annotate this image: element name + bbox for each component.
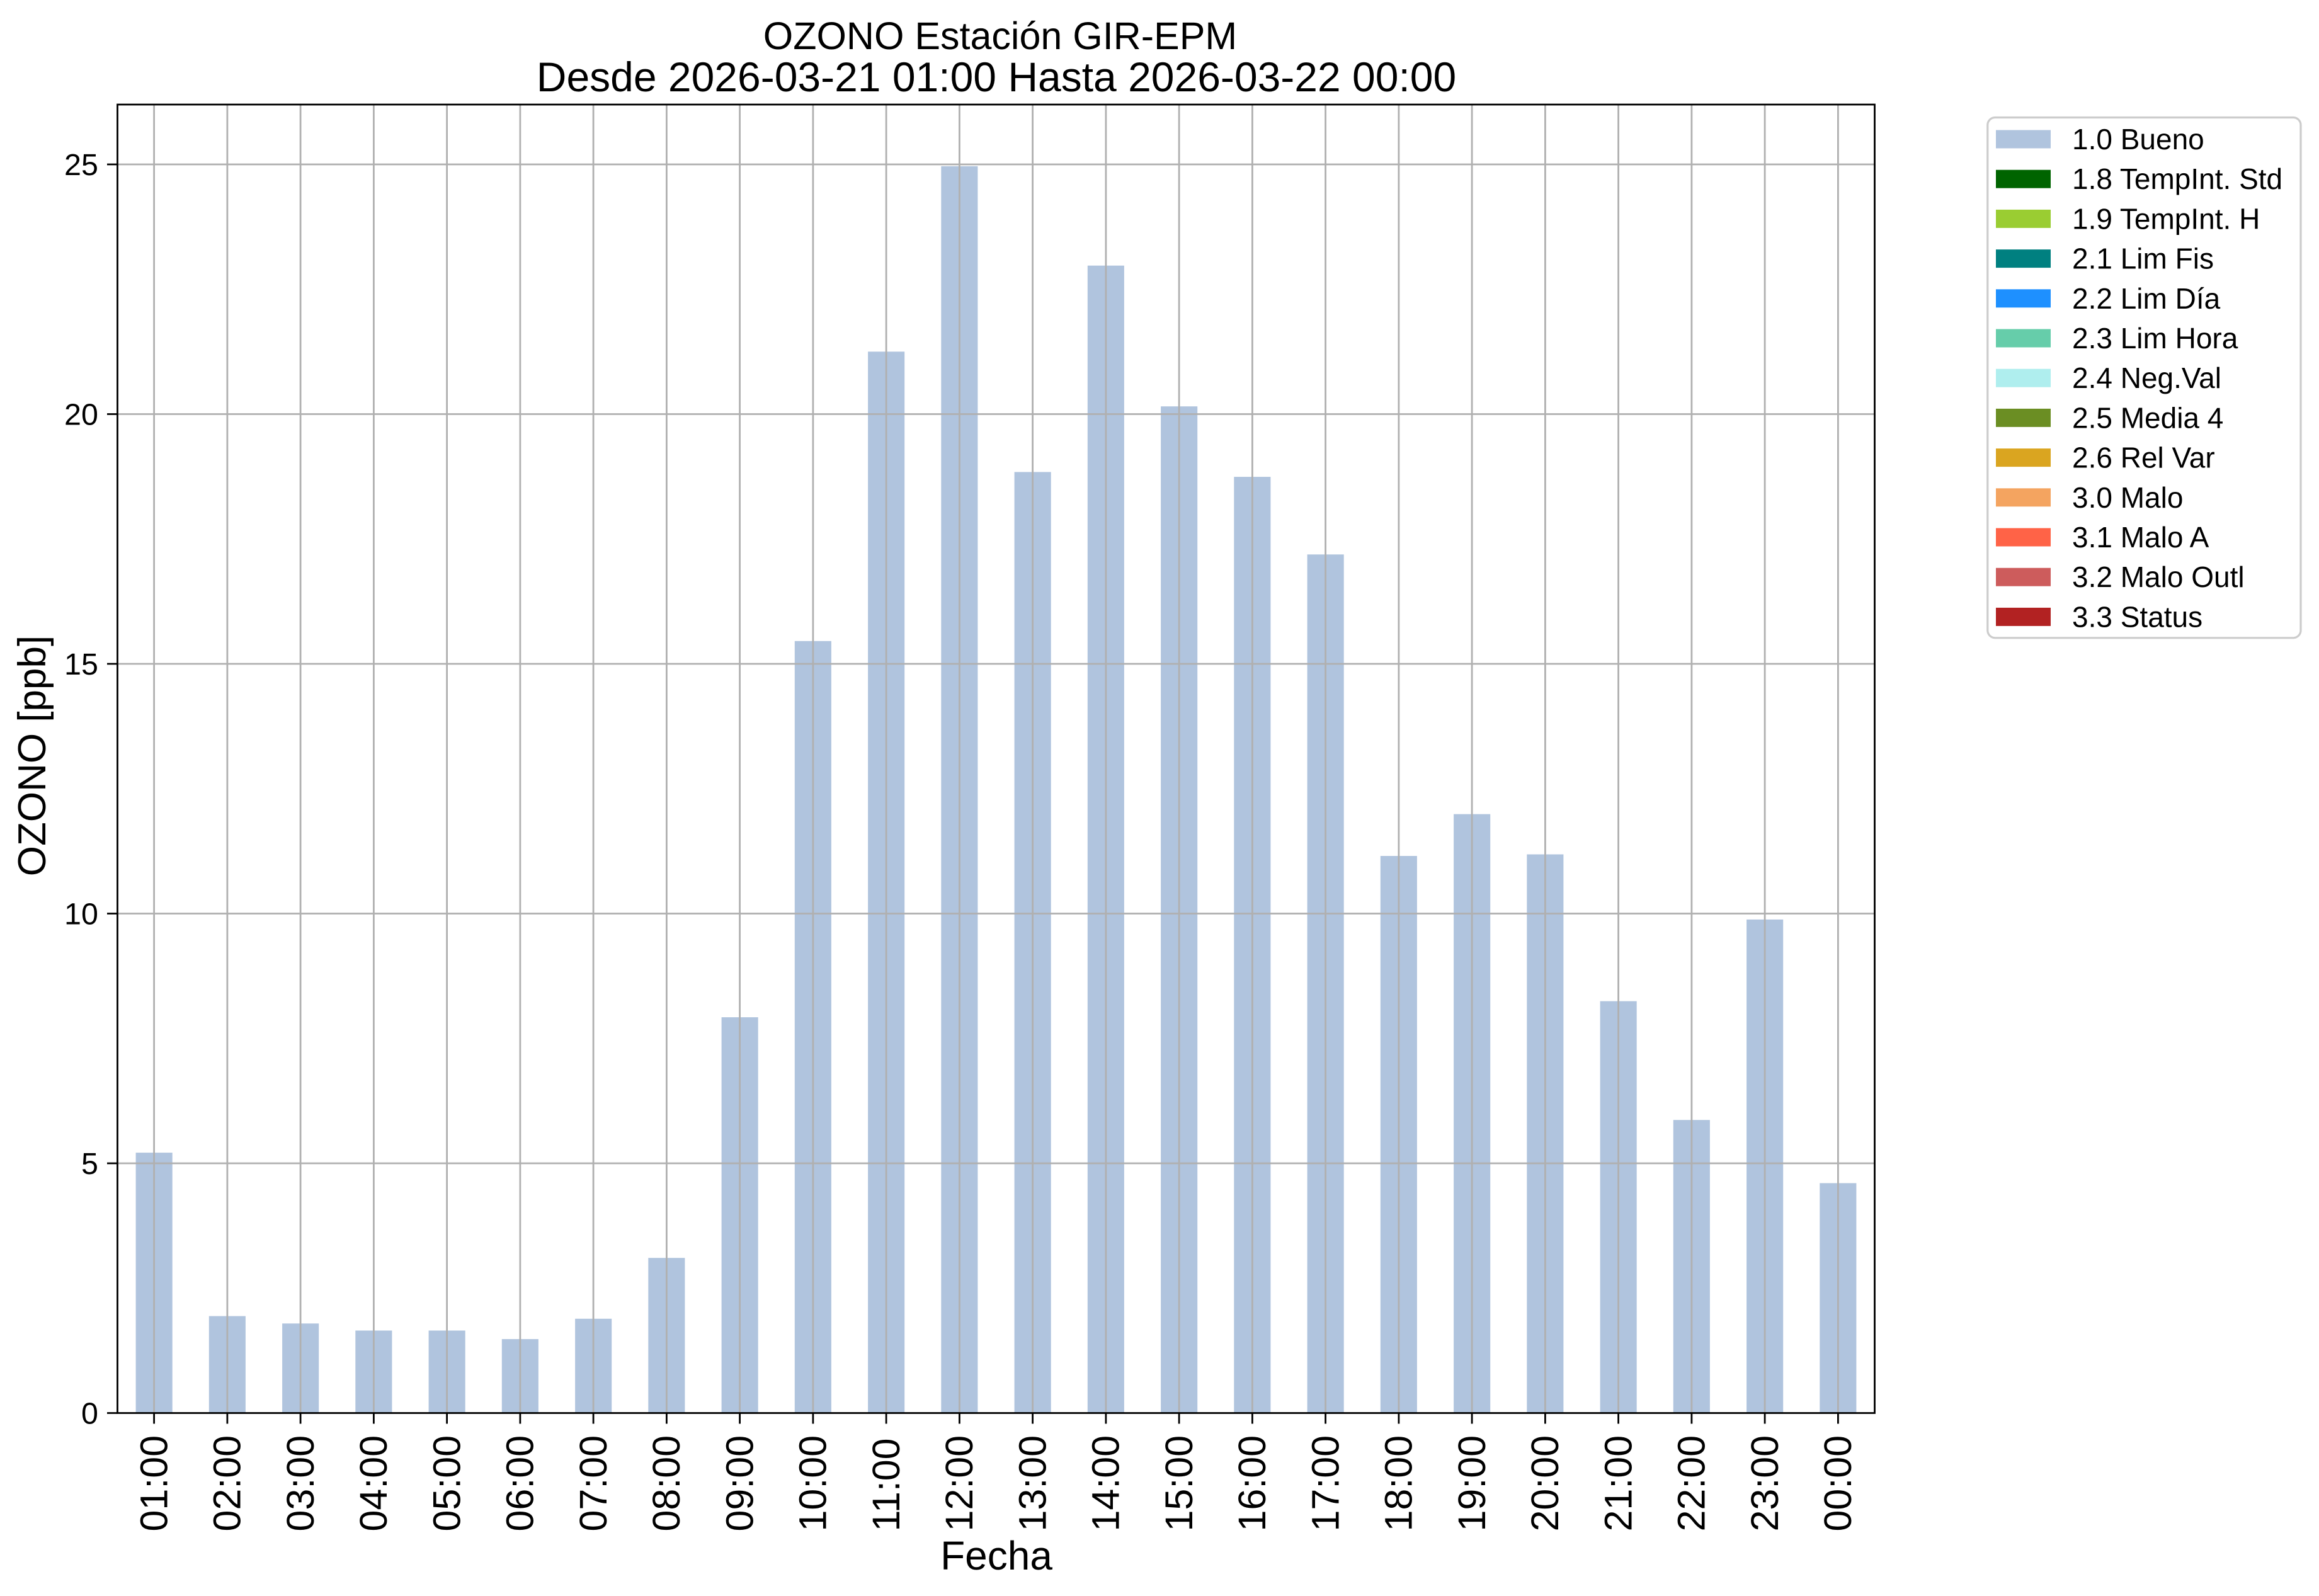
- svg-text:16:00: 16:00: [1231, 1435, 1273, 1532]
- svg-text:04:00: 04:00: [352, 1435, 395, 1532]
- svg-text:02:00: 02:00: [206, 1435, 249, 1532]
- svg-text:3.2 Malo Outl: 3.2 Malo Outl: [2072, 561, 2245, 593]
- svg-text:21:00: 21:00: [1597, 1435, 1639, 1532]
- svg-text:06:00: 06:00: [499, 1435, 542, 1532]
- svg-text:OZONO [ppb]: OZONO [ppb]: [11, 636, 54, 876]
- svg-text:00:00: 00:00: [1816, 1435, 1859, 1532]
- svg-text:Fecha: Fecha: [940, 1533, 1052, 1578]
- svg-text:19:00: 19:00: [1450, 1435, 1493, 1532]
- svg-text:07:00: 07:00: [572, 1435, 615, 1532]
- svg-text:15: 15: [64, 647, 98, 681]
- svg-text:23:00: 23:00: [1743, 1435, 1786, 1532]
- svg-text:1.0 Bueno: 1.0 Bueno: [2072, 123, 2204, 156]
- svg-text:25: 25: [64, 148, 98, 182]
- svg-text:3.0 Malo: 3.0 Malo: [2072, 481, 2183, 514]
- svg-text:05:00: 05:00: [425, 1435, 468, 1532]
- svg-text:3.3 Status: 3.3 Status: [2072, 600, 2202, 633]
- svg-text:1.8 TempInt. Std: 1.8 TempInt. Std: [2072, 162, 2282, 195]
- svg-text:3.1 Malo A: 3.1 Malo A: [2072, 521, 2209, 554]
- svg-text:03:00: 03:00: [279, 1435, 322, 1532]
- svg-text:13:00: 13:00: [1011, 1435, 1054, 1532]
- svg-text:17:00: 17:00: [1304, 1435, 1347, 1532]
- svg-text:0: 0: [81, 1397, 98, 1431]
- svg-text:14:00: 14:00: [1085, 1435, 1127, 1532]
- svg-text:5: 5: [81, 1147, 98, 1181]
- svg-text:01:00: 01:00: [132, 1435, 175, 1532]
- svg-text:2.3 Lim Hora: 2.3 Lim Hora: [2072, 322, 2238, 355]
- svg-text:1.9 TempInt. H: 1.9 TempInt. H: [2072, 202, 2260, 235]
- svg-text:09:00: 09:00: [718, 1435, 761, 1532]
- svg-text:22:00: 22:00: [1670, 1435, 1713, 1532]
- svg-text:OZONO Estación GIR-EPM: OZONO Estación GIR-EPM: [763, 14, 1237, 57]
- svg-text:10: 10: [64, 898, 98, 932]
- svg-text:2.2 Lim Día: 2.2 Lim Día: [2072, 282, 2221, 315]
- svg-text:20:00: 20:00: [1524, 1435, 1566, 1532]
- svg-text:2.5 Media 4: 2.5 Media 4: [2072, 401, 2223, 434]
- svg-text:2.4 Neg.Val: 2.4 Neg.Val: [2072, 362, 2221, 394]
- svg-text:10:00: 10:00: [792, 1435, 835, 1532]
- svg-text:Desde 2026-03-21 01:00 Hasta 2: Desde 2026-03-21 01:00 Hasta 2026-03-22 …: [537, 54, 1456, 100]
- svg-text:2.6 Rel Var: 2.6 Rel Var: [2072, 442, 2215, 474]
- svg-text:18:00: 18:00: [1377, 1435, 1420, 1532]
- svg-text:12:00: 12:00: [938, 1435, 981, 1532]
- svg-text:20: 20: [64, 398, 98, 432]
- svg-text:08:00: 08:00: [645, 1435, 688, 1532]
- svg-text:2.1 Lim Fis: 2.1 Lim Fis: [2072, 242, 2214, 275]
- svg-text:15:00: 15:00: [1158, 1435, 1200, 1532]
- svg-text:11:00: 11:00: [865, 1438, 908, 1531]
